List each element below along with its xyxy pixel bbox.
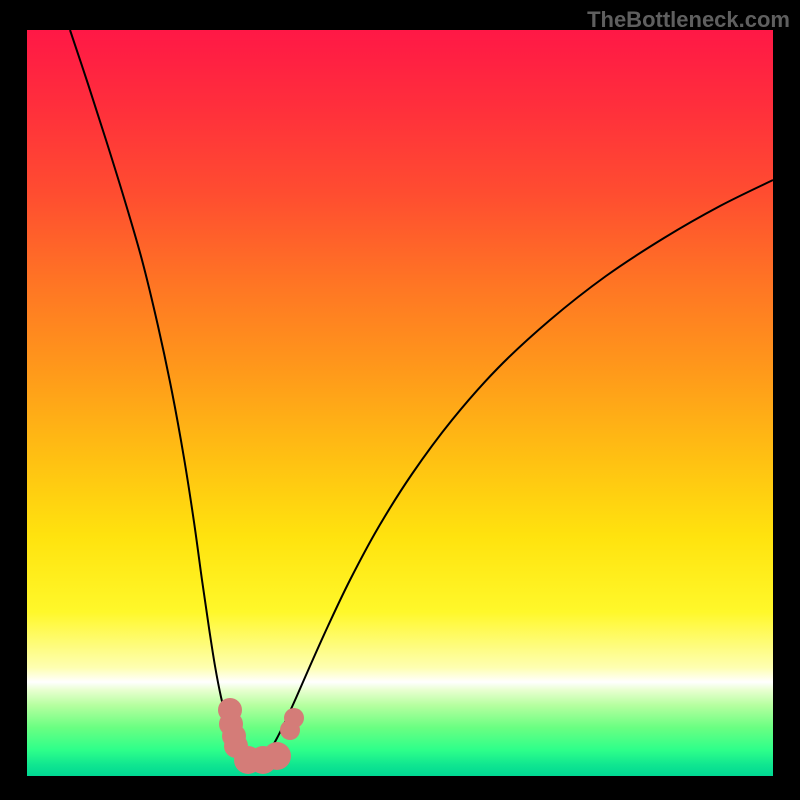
plot-area (27, 30, 773, 776)
watermark-text: TheBottleneck.com (587, 7, 790, 33)
chart-container: TheBottleneck.com (0, 0, 800, 800)
